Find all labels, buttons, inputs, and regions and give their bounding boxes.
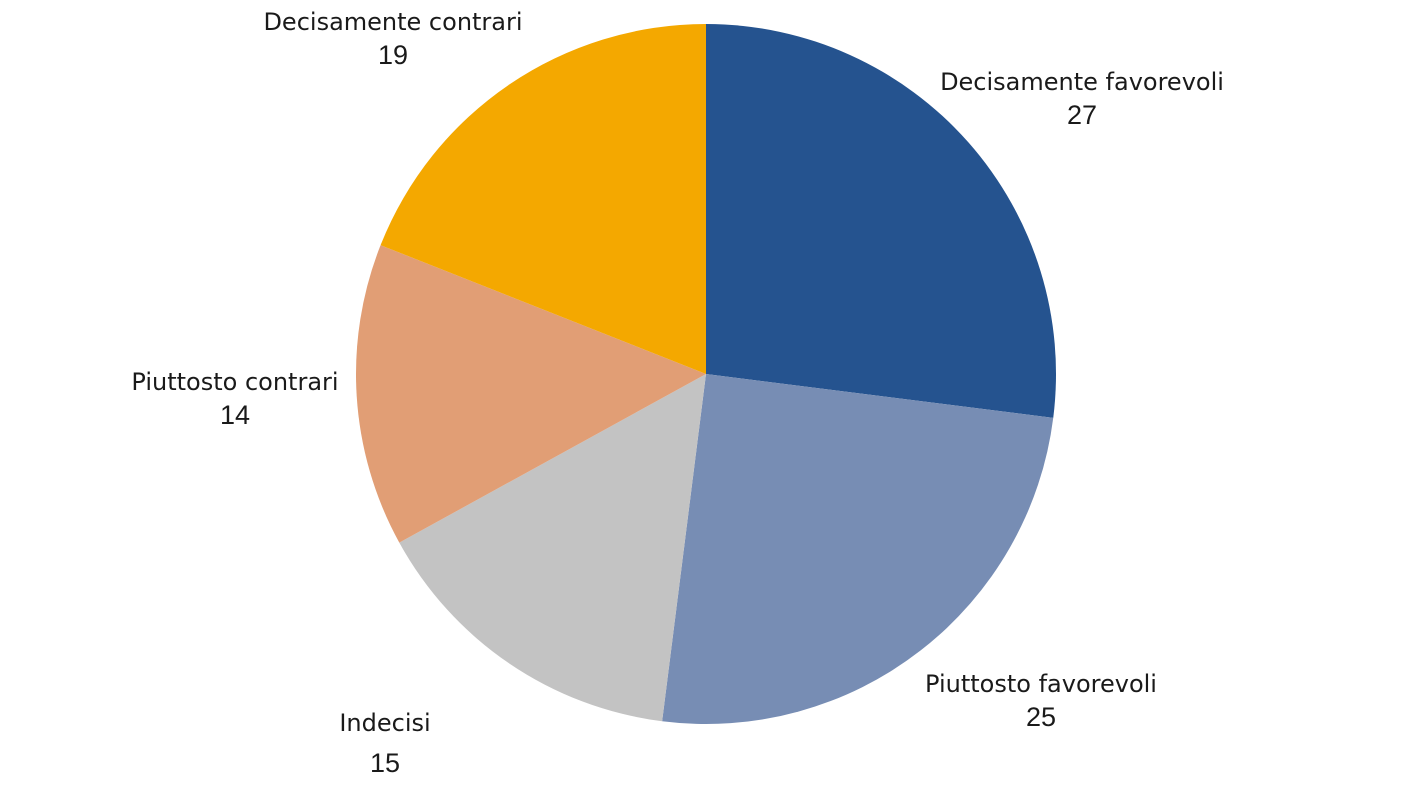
pie-label-1: Piuttosto favorevoli — [925, 670, 1157, 698]
pie-value-3: 14 — [220, 400, 250, 430]
pie-label-4: Decisamente contrari — [263, 8, 522, 36]
pie-labels: Decisamente favorevoli 27 Piuttosto favore… — [131, 8, 1224, 778]
pie-label-0: Decisamente favorevoli — [940, 68, 1224, 96]
pie-slice-4 — [380, 24, 706, 374]
pie-label-3: Piuttosto contrari — [131, 368, 338, 396]
pie-value-2: 15 — [370, 748, 400, 778]
pie-slice-2 — [399, 374, 706, 722]
pie-slices — [356, 24, 1056, 725]
pie-label-2: Indecisi — [339, 709, 430, 737]
pie-value-4: 19 — [378, 40, 408, 70]
pie-value-0: 27 — [1067, 100, 1097, 130]
pie-slice-0 — [706, 24, 1056, 418]
pie-slice-1 — [662, 374, 1054, 725]
pie-value-1: 25 — [1026, 702, 1056, 732]
pie-slice-3 — [356, 245, 706, 543]
